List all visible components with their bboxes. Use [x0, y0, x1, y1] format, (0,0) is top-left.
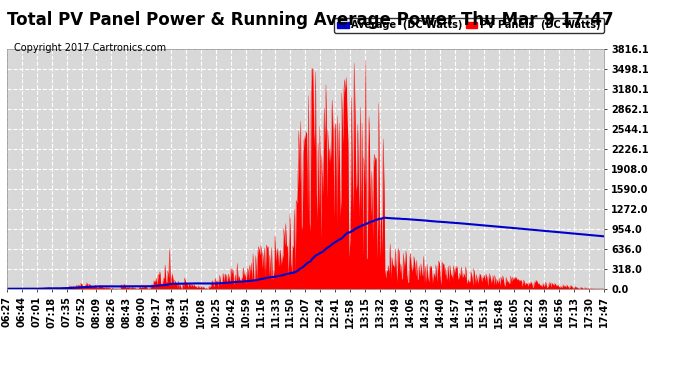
Text: Total PV Panel Power & Running Average Power Thu Mar 9 17:47: Total PV Panel Power & Running Average P… [7, 11, 614, 29]
Text: Copyright 2017 Cartronics.com: Copyright 2017 Cartronics.com [14, 43, 166, 53]
Legend: Average  (DC Watts), PV Panels  (DC Watts): Average (DC Watts), PV Panels (DC Watts) [334, 18, 604, 33]
